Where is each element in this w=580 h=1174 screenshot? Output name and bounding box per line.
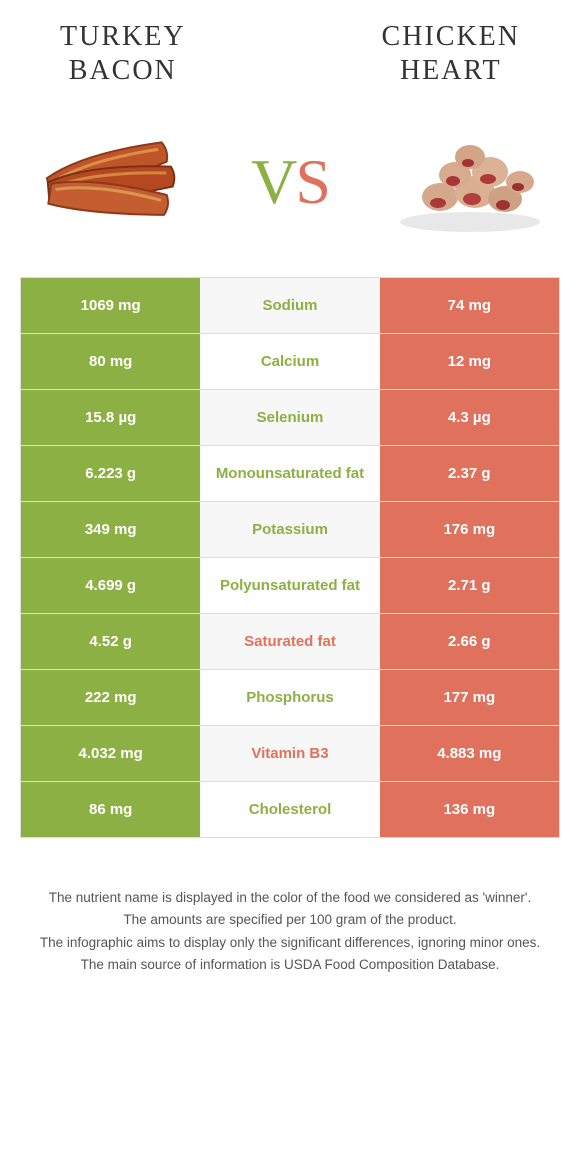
nutrient-left-value: 6.223 g [21, 446, 200, 501]
nutrient-left-value: 86 mg [21, 782, 200, 837]
nutrient-right-value: 136 mg [380, 782, 559, 837]
nutrient-label: Sodium [200, 278, 379, 333]
nutrient-left-value: 4.52 g [21, 614, 200, 669]
nutrient-left-value: 4.699 g [21, 558, 200, 613]
footer-p2: The amounts are specified per 100 gram o… [30, 910, 550, 930]
nutrient-left-value: 222 mg [21, 670, 200, 725]
nutrient-label: Polyunsaturated fat [200, 558, 379, 613]
nutrient-right-value: 2.71 g [380, 558, 559, 613]
header: TURKEY BACON CHICKEN HEART [0, 0, 580, 97]
nutrient-row: 4.699 gPolyunsaturated fat2.71 g [21, 558, 559, 614]
nutrient-row: 349 mgPotassium176 mg [21, 502, 559, 558]
nutrient-label: Calcium [200, 334, 379, 389]
nutrient-label: Selenium [200, 390, 379, 445]
nutrient-row: 4.032 mgVitamin B34.883 mg [21, 726, 559, 782]
right-food-line1: CHICKEN [382, 20, 520, 54]
nutrient-row: 80 mgCalcium12 mg [21, 334, 559, 390]
nutrient-left-value: 4.032 mg [21, 726, 200, 781]
footer-p1: The nutrient name is displayed in the co… [30, 888, 550, 908]
footer: The nutrient name is displayed in the co… [0, 838, 580, 975]
nutrient-left-value: 349 mg [21, 502, 200, 557]
nutrient-row: 1069 mgSodium74 mg [21, 278, 559, 334]
left-food-line2: BACON [60, 54, 186, 88]
footer-p3: The infographic aims to display only the… [30, 933, 550, 953]
nutrient-right-value: 12 mg [380, 334, 559, 389]
nutrient-row: 15.8 µgSelenium4.3 µg [21, 390, 559, 446]
nutrient-label: Monounsaturated fat [200, 446, 379, 501]
left-food-image [30, 127, 190, 237]
right-food-image [390, 127, 550, 237]
nutrient-left-value: 15.8 µg [21, 390, 200, 445]
nutrient-left-value: 80 mg [21, 334, 200, 389]
nutrient-row: 86 mgCholesterol136 mg [21, 782, 559, 838]
nutrient-row: 4.52 gSaturated fat2.66 g [21, 614, 559, 670]
right-food-title: CHICKEN HEART [382, 20, 520, 87]
nutrient-right-value: 74 mg [380, 278, 559, 333]
nutrient-right-value: 2.37 g [380, 446, 559, 501]
nutrient-right-value: 176 mg [380, 502, 559, 557]
vs-label: VS [251, 145, 329, 219]
vs-s: S [295, 146, 329, 217]
nutrient-right-value: 4.3 µg [380, 390, 559, 445]
nutrient-left-value: 1069 mg [21, 278, 200, 333]
nutrient-label: Saturated fat [200, 614, 379, 669]
nutrient-table: 1069 mgSodium74 mg80 mgCalcium12 mg15.8 … [20, 277, 560, 838]
nutrient-label: Potassium [200, 502, 379, 557]
nutrient-right-value: 4.883 mg [380, 726, 559, 781]
footer-p4: The main source of information is USDA F… [30, 955, 550, 975]
nutrient-label: Cholesterol [200, 782, 379, 837]
left-food-title: TURKEY BACON [60, 20, 186, 87]
vs-v: V [251, 146, 295, 217]
nutrient-row: 6.223 gMonounsaturated fat2.37 g [21, 446, 559, 502]
nutrient-row: 222 mgPhosphorus177 mg [21, 670, 559, 726]
right-food-line2: HEART [382, 54, 520, 88]
images-row: VS [0, 97, 580, 277]
nutrient-label: Vitamin B3 [200, 726, 379, 781]
left-food-line1: TURKEY [60, 20, 186, 54]
nutrient-right-value: 2.66 g [380, 614, 559, 669]
nutrient-right-value: 177 mg [380, 670, 559, 725]
nutrient-label: Phosphorus [200, 670, 379, 725]
